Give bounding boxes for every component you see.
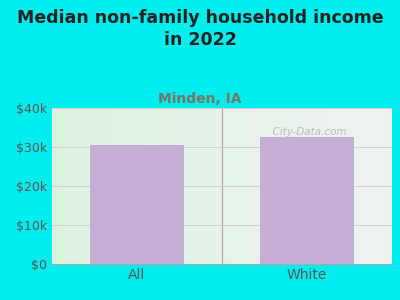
Text: Median non-family household income
in 2022: Median non-family household income in 20… — [17, 9, 383, 49]
Bar — [260, 137, 354, 264]
Text: Minden, IA: Minden, IA — [158, 92, 242, 106]
Text: City-Data.com: City-Data.com — [266, 127, 347, 137]
Bar — [90, 145, 184, 264]
